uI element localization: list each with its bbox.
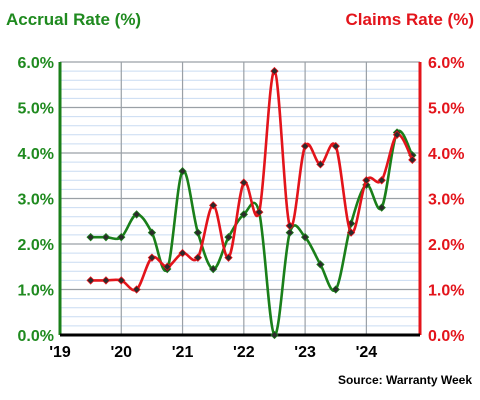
data-point-claims: [285, 221, 294, 230]
x-tick-label: '24: [356, 344, 378, 361]
axes: [58, 62, 422, 337]
left-tick-label: 1.0%: [18, 283, 54, 300]
data-point-accrual: [224, 233, 233, 242]
data-point-claims: [346, 228, 356, 237]
tick-labels: 0.0% 0.0% 1.0% 1.0% 2.0% 2.0% 3.0% 3.0% 4.0% 4.0%…: [18, 55, 465, 361]
data-point-claims: [362, 176, 371, 185]
right-tick-label: 5.0%: [428, 101, 464, 118]
data-point-accrual: [239, 210, 248, 219]
data-point-accrual: [285, 228, 294, 237]
right-tick-label: 2.0%: [428, 237, 464, 254]
data-point-claims: [209, 201, 218, 210]
data-point-claims: [224, 253, 233, 262]
left-tick-label: 4.0%: [18, 146, 54, 163]
right-tick-label: 3.0%: [428, 192, 464, 209]
x-tick-label: '23: [294, 344, 316, 361]
data-point-claims: [147, 253, 157, 262]
right-tick-label: 1.0%: [428, 283, 464, 300]
series-claims: [86, 66, 417, 294]
data-point-accrual: [316, 260, 325, 269]
data-point-accrual: [331, 285, 340, 294]
data-point-accrual: [270, 330, 279, 340]
data-point-accrual: [132, 210, 141, 219]
x-tick-label: '20: [110, 344, 132, 361]
data-point-claims: [239, 178, 248, 187]
data-point-accrual: [101, 233, 111, 242]
x-tick-label: '21: [172, 344, 194, 361]
data-point-claims: [392, 130, 402, 139]
data-point-accrual: [147, 228, 157, 237]
data-point-claims: [86, 276, 95, 285]
data-point-accrual: [193, 228, 203, 237]
x-tick-label: '22: [233, 344, 255, 361]
data-point-claims: [316, 160, 325, 169]
right-tick-label: 4.0%: [428, 146, 464, 163]
left-tick-label: 3.0%: [18, 192, 54, 209]
data-point-claims: [163, 262, 172, 271]
left-tick-label: 2.0%: [18, 237, 54, 254]
data-point-claims: [193, 253, 203, 262]
data-point-accrual: [377, 203, 386, 212]
left-tick-label: 0.0%: [18, 328, 54, 345]
data-point-claims: [331, 142, 340, 151]
data-point-accrual: [178, 167, 187, 176]
data-point-claims: [270, 66, 279, 76]
data-point-claims: [408, 155, 417, 164]
series-line-accrual: [90, 129, 414, 337]
right-tick-label: 0.0%: [428, 328, 464, 345]
source-note: Source: Warranty Week: [338, 373, 472, 387]
x-tick-label: '19: [49, 344, 71, 361]
left-axis-title: Accrual Rate (%): [6, 10, 141, 29]
data-point-accrual: [117, 233, 126, 242]
data-point-claims: [377, 176, 386, 185]
data-point-claims: [117, 276, 126, 285]
data-point-claims: [254, 207, 264, 217]
left-tick-label: 5.0%: [18, 101, 54, 118]
data-point-claims: [300, 142, 310, 151]
right-axis-title: Claims Rate (%): [346, 10, 474, 29]
data-point-accrual: [86, 233, 95, 242]
series-layer: [86, 66, 417, 340]
data-point-accrual: [300, 233, 310, 242]
left-tick-label: 6.0%: [18, 55, 54, 72]
right-tick-label: 6.0%: [428, 55, 464, 72]
data-point-claims: [178, 248, 187, 258]
data-point-claims: [101, 276, 111, 285]
data-point-claims: [132, 285, 141, 294]
data-point-accrual: [209, 264, 218, 274]
